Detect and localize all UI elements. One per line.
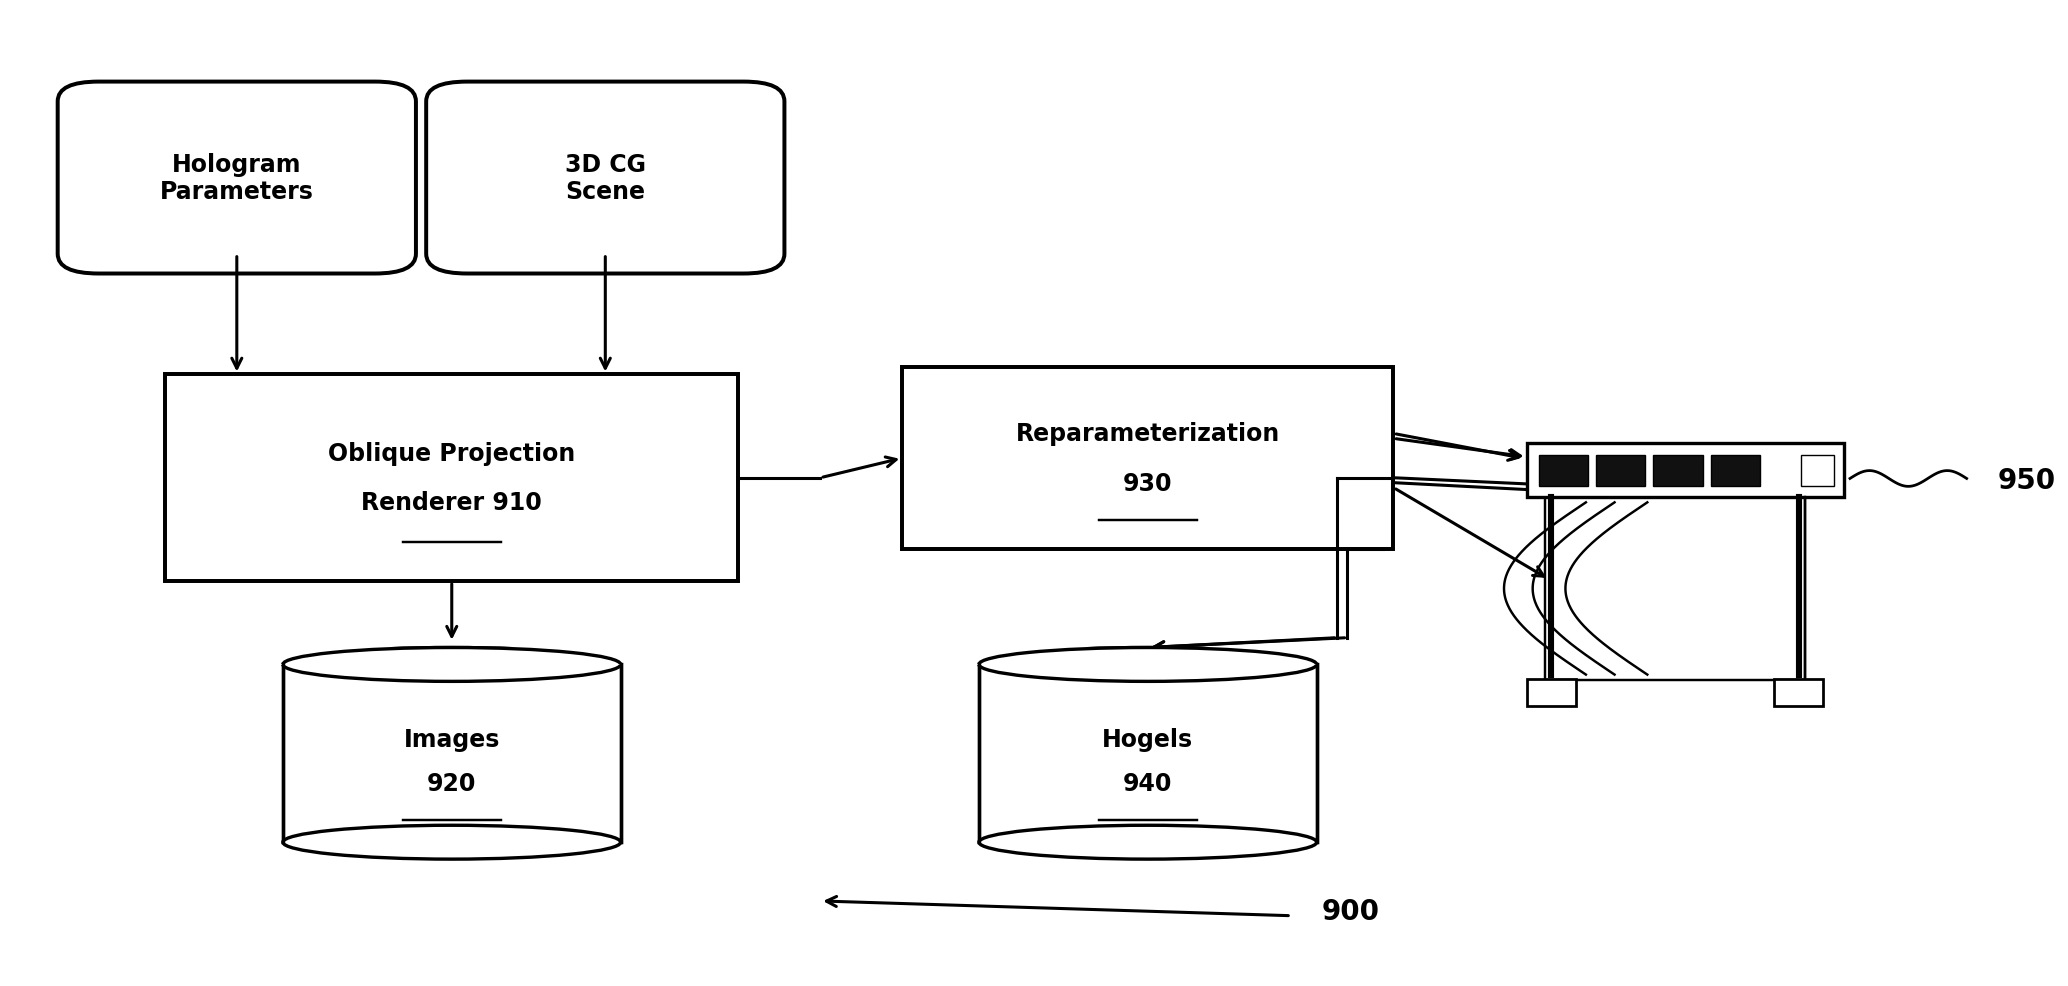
- Bar: [1710, 456, 1760, 486]
- Bar: [1654, 456, 1702, 486]
- Ellipse shape: [978, 825, 1317, 859]
- Bar: [283, 665, 620, 842]
- Text: 900: 900: [1321, 896, 1379, 925]
- Text: Hologram
Parameters: Hologram Parameters: [159, 153, 314, 204]
- Bar: [1545, 498, 1805, 679]
- Text: 940: 940: [1123, 771, 1173, 795]
- Text: 920: 920: [428, 771, 476, 795]
- Bar: [281, 647, 622, 666]
- Text: Renderer 910: Renderer 910: [362, 491, 542, 515]
- Bar: [978, 665, 1317, 842]
- Bar: [976, 647, 1319, 666]
- FancyBboxPatch shape: [426, 83, 784, 274]
- Bar: [1801, 456, 1834, 486]
- Bar: [1526, 678, 1576, 706]
- Text: 930: 930: [1123, 471, 1173, 495]
- Bar: [1596, 456, 1646, 486]
- Bar: [165, 375, 738, 582]
- Ellipse shape: [283, 648, 620, 681]
- Bar: [1774, 678, 1824, 706]
- Text: 950: 950: [1998, 466, 2056, 495]
- Text: 3D CG
Scene: 3D CG Scene: [565, 153, 645, 204]
- Text: Reparameterization: Reparameterization: [1015, 422, 1280, 446]
- Bar: [1526, 444, 1845, 498]
- Text: Oblique Projection: Oblique Projection: [329, 442, 575, 465]
- Ellipse shape: [978, 648, 1317, 681]
- Bar: [1539, 456, 1588, 486]
- Ellipse shape: [283, 825, 620, 859]
- Bar: [902, 368, 1394, 549]
- FancyBboxPatch shape: [58, 83, 416, 274]
- Text: Hogels: Hogels: [1102, 727, 1193, 750]
- Text: Images: Images: [403, 727, 500, 750]
